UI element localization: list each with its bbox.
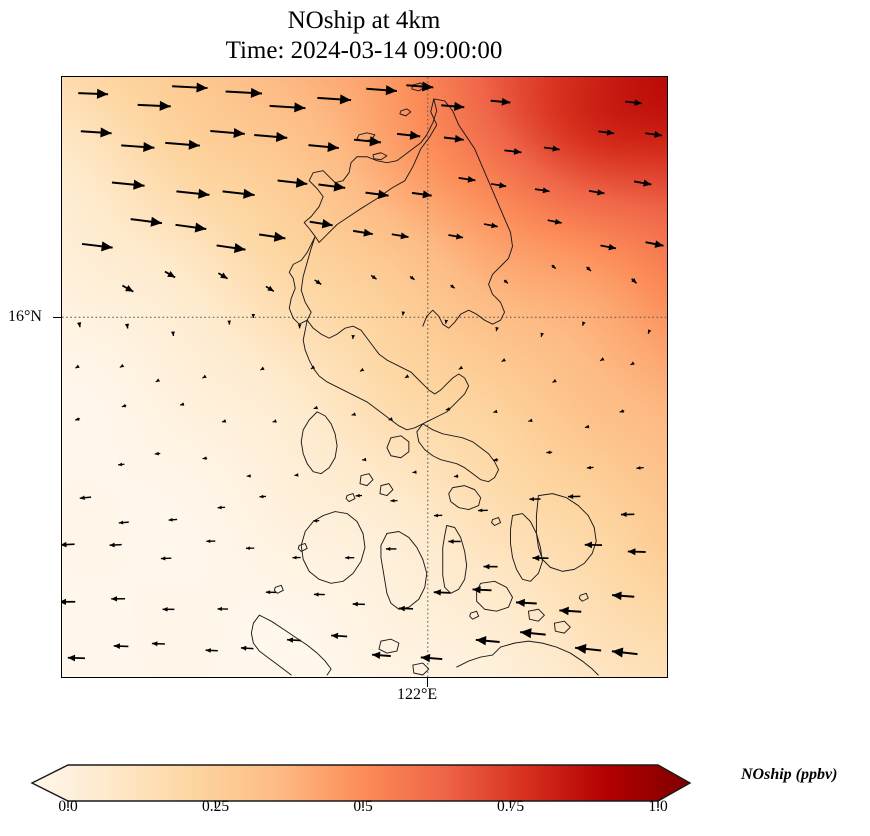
colorbar-body	[30, 764, 692, 802]
colorbar-label: NOship (ppbv)	[741, 766, 838, 783]
colorbar-tick-label: 0.0	[58, 798, 78, 815]
title-line-time: Time: 2024-03-14 09:00:00	[225, 36, 503, 64]
concentration-field	[62, 77, 667, 677]
colorbar-gradient	[30, 764, 692, 808]
latitude-tick-label: 16°N	[8, 308, 42, 325]
colorbar-ticks	[67, 801, 659, 808]
colorbar-tick-label: 0.75	[496, 798, 525, 815]
longitude-tick-mark	[427, 678, 429, 687]
colorbar-tick-label: 0.5	[353, 798, 373, 815]
map-plot-area	[61, 76, 668, 678]
colorbar: NOship (ppbv) 0.0 0.25 0.5 0.75 1.0	[0, 752, 870, 836]
longitude-tick-label: 122°E	[397, 686, 438, 703]
latitude-tick-mark	[53, 317, 62, 319]
colorbar-tick-label: 0.25	[201, 798, 230, 815]
colorbar-tick-label: 1.0	[648, 798, 668, 815]
title-line-variable: NOship at 4km	[287, 7, 441, 34]
figure-title: NOship at 4km Time: 2024-03-14 09:00:00	[0, 6, 728, 65]
